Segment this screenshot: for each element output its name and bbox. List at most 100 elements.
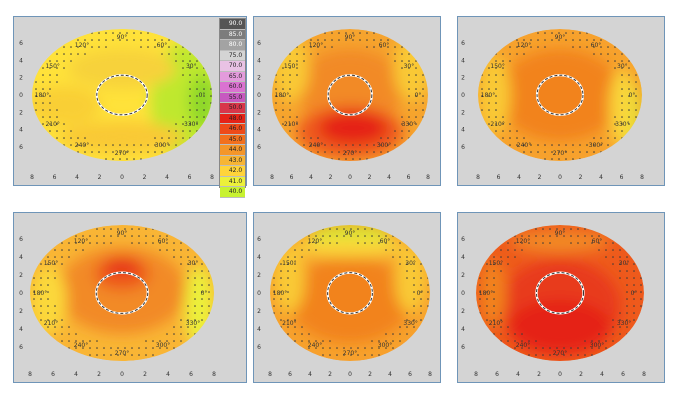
x-tick-label: 0 (120, 371, 124, 378)
measurement-dot (359, 144, 361, 146)
measurement-dot (189, 81, 191, 83)
measurement-dot (287, 326, 289, 328)
measurement-dot (479, 277, 481, 279)
measurement-dot (338, 144, 340, 146)
pupil-circle (536, 74, 584, 116)
y-tick-label: 2 (257, 272, 261, 279)
x-tick-label: 0 (348, 174, 352, 181)
scale-value: 48.0 (226, 113, 245, 123)
measurement-dot (56, 116, 58, 118)
measurement-dot (119, 158, 121, 160)
measurement-dot (633, 305, 635, 307)
measurement-dot (350, 235, 352, 237)
measurement-dot (516, 53, 518, 55)
measurement-dot (296, 137, 298, 139)
measurement-dot (308, 235, 310, 237)
measurement-dot (542, 354, 544, 356)
measurement-dot (394, 144, 396, 146)
measurement-dot (516, 137, 518, 139)
measurement-dot (427, 298, 429, 300)
measurement-dot (413, 256, 415, 258)
measurement-dot (621, 130, 623, 132)
measurement-dot (493, 291, 495, 293)
measurement-dot (408, 137, 410, 139)
measurement-dot (493, 263, 495, 265)
measurement-dot (408, 60, 410, 62)
angle-label: 60° (380, 238, 391, 245)
measurement-dot (488, 81, 490, 83)
measurement-dot (189, 95, 191, 97)
measurement-dot (310, 39, 312, 41)
measurement-dot (628, 67, 630, 69)
x-tick-label: 4 (166, 371, 170, 378)
measurement-dot (42, 67, 44, 69)
measurement-dot (35, 88, 37, 90)
measurement-dot (187, 249, 189, 251)
measurement-dot (152, 242, 154, 244)
x-tick-label: 6 (188, 174, 192, 181)
angle-label: 330° (403, 320, 417, 327)
measurement-dot (570, 235, 572, 237)
measurement-dot (112, 158, 114, 160)
measurement-dot (591, 235, 593, 237)
contour-zone-5 (68, 48, 176, 89)
measurement-dot (598, 340, 600, 342)
measurement-dot (61, 256, 63, 258)
measurement-dot (47, 291, 49, 293)
angle-label: 150° (489, 260, 503, 267)
measurement-dot (331, 151, 333, 153)
measurement-dot (507, 326, 509, 328)
measurement-dot (544, 32, 546, 34)
measurement-dot (635, 109, 637, 111)
measurement-dot (68, 347, 70, 349)
measurement-dot (371, 235, 373, 237)
measurement-dot (49, 60, 51, 62)
angle-label: 180° (35, 92, 49, 99)
measurement-dot (49, 102, 51, 104)
measurement-dot (77, 137, 79, 139)
measurement-dot (84, 144, 86, 146)
measurement-dot (598, 235, 600, 237)
angle-label: 150° (282, 260, 296, 267)
measurement-dot (315, 249, 317, 251)
measurement-dot (35, 81, 37, 83)
measurement-dot (579, 32, 581, 34)
measurement-dot (296, 60, 298, 62)
measurement-dot (420, 312, 422, 314)
measurement-dot (570, 347, 572, 349)
measurement-dot (47, 312, 49, 314)
angle-label: 270° (553, 350, 567, 357)
measurement-dot (549, 242, 551, 244)
measurement-dot (633, 298, 635, 300)
measurement-dot (173, 242, 175, 244)
measurement-dot (63, 53, 65, 55)
measurement-dot (507, 340, 509, 342)
measurement-dot (621, 74, 623, 76)
measurement-dot (282, 88, 284, 90)
measurement-dot (68, 249, 70, 251)
angle-label: 0° (631, 290, 638, 297)
measurement-dot (68, 242, 70, 244)
measurement-dot (168, 53, 170, 55)
measurement-dot (152, 354, 154, 356)
measurement-dot (415, 60, 417, 62)
scale-swatch (220, 71, 226, 81)
measurement-dot (535, 242, 537, 244)
measurement-dot (208, 277, 210, 279)
scale-entry: 70.0 (220, 61, 245, 72)
measurement-dot (422, 95, 424, 97)
x-tick-label: 2 (537, 371, 541, 378)
measurement-dot (357, 228, 359, 230)
measurement-dot (287, 298, 289, 300)
measurement-dot (91, 46, 93, 48)
measurement-dot (364, 354, 366, 356)
measurement-dot (338, 39, 340, 41)
measurement-dot (336, 242, 338, 244)
scale-entry: 50.0 (220, 103, 245, 114)
measurement-dot (110, 242, 112, 244)
y-tick-label: 0 (461, 92, 465, 99)
measurement-dot (406, 333, 408, 335)
map-panel-3: 90° 120° 60° 150° 30° 180° 0° 210° 330° 240° 300° 2… (457, 16, 665, 186)
measurement-dot (161, 151, 163, 153)
measurement-dot (54, 312, 56, 314)
